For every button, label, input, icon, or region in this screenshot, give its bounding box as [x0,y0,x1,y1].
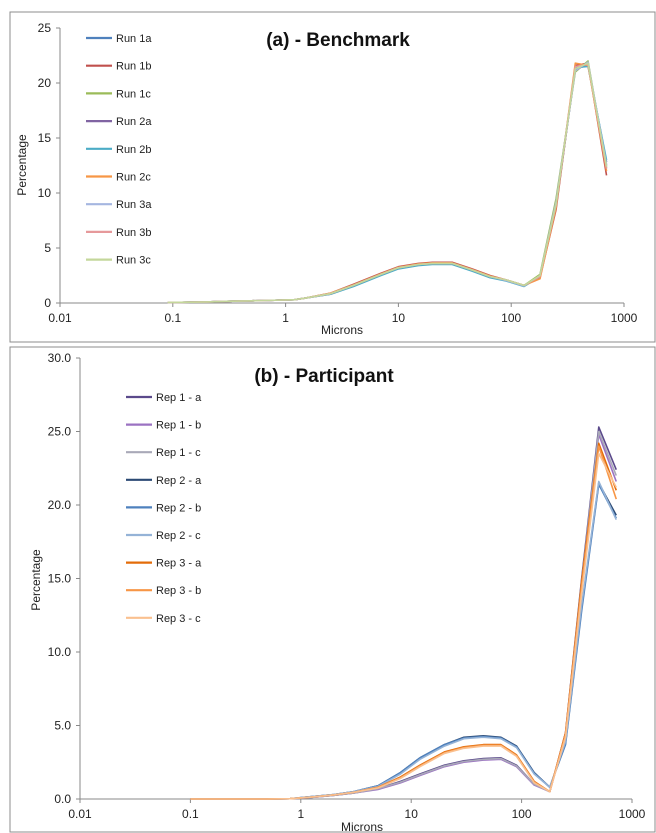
panel-b-x-tick-label: 1 [297,807,304,821]
panel-a-y-tick-label: 10 [38,186,52,200]
panel-b-legend-label: Rep 3 - b [156,585,201,597]
panel-a-series [167,60,608,304]
panel-b-x-tick-label: 1000 [619,807,646,821]
panel-a-y-tick-label: 20 [38,76,52,90]
panel-a-legend: Run 1a Run 1b Run 1c Run 2a Run 2b Run 2c Run … [86,33,152,267]
panel-b-y-tick-label: 20.0 [48,498,72,512]
panel-a-legend-label: Run 1c [116,88,151,100]
panel-b-y-tick-label: 30.0 [48,351,72,365]
panel-a-y-tick-label: 25 [38,21,52,35]
panel-b-y-tick-label: 15.0 [48,572,72,586]
panel-a-y-axis-label: Percentage [15,134,29,196]
panel-a-legend-label: Run 2a [116,116,152,128]
panel-b-legend-label: Rep 3 - c [156,613,201,625]
panel-a-legend-label: Run 1a [116,33,152,45]
panel-a-axes [56,27,625,307]
panel-a-x-tick-label: 1000 [611,311,638,325]
panel-b-legend-label: Rep 2 - c [156,530,201,542]
panel-b-legend-label: Rep 2 - b [156,502,201,514]
panel-a-legend-label: Run 2c [116,172,151,184]
panel-b-y-tick-label: 10.0 [48,645,72,659]
panel-a-ticks: 0.01 0.1 1 10 100 1000 0 5 10 15 20 25 [38,21,638,325]
panel-b-series [190,426,618,800]
panel-b-legend-label: Rep 2 - a [156,475,202,487]
panel-a-series-line [167,62,608,304]
panel-a-x-tick-label: 1 [282,311,289,325]
panel-b: (b) - Participant Microns Percentage 0.0… [9,346,656,833]
panel-b-ticks: 0.01 0.1 1 10 100 1000 0.0 5.0 10.0 15.0 20.0 25.0 3… [48,351,646,821]
panel-b-x-tick-label: 0.1 [182,807,199,821]
panel-b-x-axis-label: Microns [341,820,383,833]
panel-b-x-tick-label: 0.01 [68,807,92,821]
panel-a-x-axis-label: Microns [321,323,363,337]
panel-b-frame [9,346,656,833]
panel-a-x-tick-label: 10 [392,311,406,325]
panel-b-legend-label: Rep 3 - a [156,558,202,570]
panel-b-y-tick-label: 25.0 [48,425,72,439]
panel-b-y-tick-label: 0.0 [54,792,71,806]
panel-b-legend-label: Rep 1 - b [156,420,201,432]
panel-a-legend-label: Run 2b [116,144,151,156]
panel-b-y-tick-label: 5.0 [54,719,71,733]
panel-a-legend-label: Run 3c [116,255,151,267]
panel-b-axes [76,357,633,803]
panel-b-series-line [190,452,617,800]
panel-b-legend-label: Rep 1 - a [156,392,202,404]
panel-a: (a) - Benchmark Microns Percentage 0.01 0… [9,11,656,343]
panel-a-y-tick-label: 0 [44,296,51,310]
panel-b-x-tick-label: 100 [512,807,532,821]
panel-b-legend: Rep 1 - a Rep 1 - b Rep 1 - c Rep 2 - a Rep … [126,392,202,625]
panel-a-legend-label: Run 3a [116,199,152,211]
panel-a-legend-label: Run 1b [116,61,151,73]
panel-b-y-axis-label: Percentage [29,549,43,611]
panel-a-frame [9,11,656,343]
panel-a-x-tick-label: 100 [501,311,521,325]
panel-b-title: (b) - Participant [254,366,394,387]
panel-b-x-tick-label: 10 [405,807,419,821]
panel-a-y-tick-label: 15 [38,131,52,145]
panel-a-y-tick-label: 5 [44,241,51,255]
panel-a-legend-label: Run 3b [116,227,151,239]
panel-a-x-tick-label: 0.01 [48,311,72,325]
panel-a-x-tick-label: 0.1 [164,311,181,325]
panel-b-legend-label: Rep 1 - c [156,447,201,459]
panel-a-title: (a) - Benchmark [266,30,410,51]
